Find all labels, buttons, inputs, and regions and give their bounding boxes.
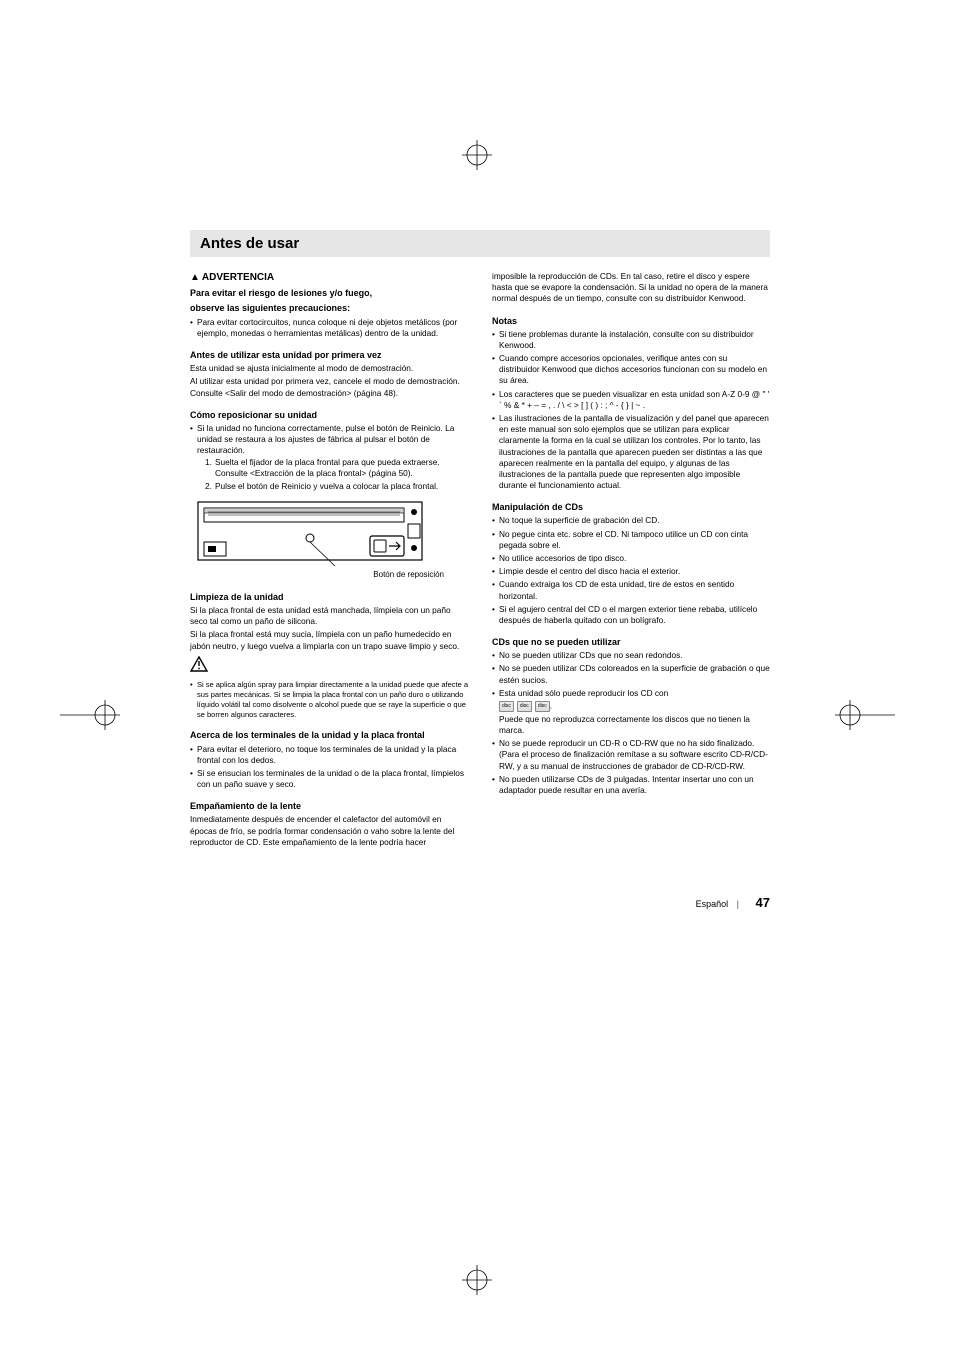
reset-steps: 1.Suelta el fijador de la placa frontal … xyxy=(197,457,468,493)
cleaning-p2: Si la placa frontal está muy sucia, límp… xyxy=(190,629,468,651)
heading-before-use: Antes de utilizar esta unidad por primer… xyxy=(190,349,468,361)
footer-page-number: 47 xyxy=(756,895,770,910)
lens-fog-continuation: imposible la reproducción de CDs. En tal… xyxy=(492,271,770,305)
warning-label: ADVERTENCIA xyxy=(202,272,274,283)
notes-bullets: Si tiene problemas durante la instalació… xyxy=(492,329,770,492)
nocd-b3-intro: Esta unidad sólo puede reproducir los CD… xyxy=(499,688,668,698)
heading-notes: Notas xyxy=(492,315,770,327)
notes-b1: Si tiene problemas durante la instalació… xyxy=(499,329,770,351)
crop-mark-right xyxy=(835,700,895,730)
footer-language: Español xyxy=(696,899,729,909)
caution-triangle-icon xyxy=(190,656,468,679)
nocd-b4: No se puede reproducir un CD-R o CD-RW q… xyxy=(499,738,770,772)
page-content: Antes de usar ▲ADVERTENCIA Para evitar e… xyxy=(190,230,770,850)
diagram-caption: Botón de reposición xyxy=(190,570,468,581)
caution-bullets: Si se aplica algún spray para limpiar di… xyxy=(190,680,468,719)
crop-mark-top xyxy=(462,140,492,170)
compact-disc-logo-icon: disc xyxy=(517,701,532,712)
heading-cd-handling: Manipulación de CDs xyxy=(492,501,770,513)
heading-cleaning: Limpieza de la unidad xyxy=(190,591,468,603)
caution-bullet: Si se aplica algún spray para limpiar di… xyxy=(197,680,468,719)
page-footer: Español | 47 xyxy=(696,895,770,910)
section-title-bar: Antes de usar xyxy=(190,230,770,257)
cd-b5: Cuando extraiga los CD de esta unidad, t… xyxy=(499,579,770,601)
cd-b1: No toque la superficie de grabación del … xyxy=(499,515,770,526)
nocd-b3: Esta unidad sólo puede reproducir los CD… xyxy=(499,688,770,736)
heading-terminals: Acerca de los terminales de la unidad y … xyxy=(190,729,468,741)
crop-mark-left xyxy=(60,700,120,730)
before-use-p2: Al utilizar esta unidad por primera vez,… xyxy=(190,376,468,398)
cd-b6: Si el agujero central del CD o el margen… xyxy=(499,604,770,626)
notes-b4: Las ilustraciones de la pantalla de visu… xyxy=(499,413,770,491)
terminals-b1: Para evitar el deterioro, no toque los t… xyxy=(197,744,468,766)
reset-bullet: Si la unidad no funciona correctamente, … xyxy=(197,423,468,492)
left-column: ▲ADVERTENCIA Para evitar el riesgo de le… xyxy=(190,271,468,850)
heading-unusable-cds: CDs que no se pueden utilizar xyxy=(492,636,770,648)
cd-b3: No utilice accesorios de tipo disco. xyxy=(499,553,770,564)
footer-separator: | xyxy=(737,899,739,909)
nocd-bullets: No se pueden utilizar CDs que no sean re… xyxy=(492,650,770,796)
reset-button-diagram xyxy=(190,498,468,568)
notes-b2: Cuando compre accesorios opcionales, ver… xyxy=(499,353,770,387)
terminals-b2: Si se ensucian los terminales de la unid… xyxy=(197,768,468,790)
warning-heading: ▲ADVERTENCIA xyxy=(190,271,468,285)
warning-bullets: Para evitar cortocircuitos, nunca coloqu… xyxy=(190,317,468,339)
nocd-b1: No se pueden utilizar CDs que no sean re… xyxy=(499,650,770,661)
heading-reset: Cómo reposicionar su unidad xyxy=(190,409,468,421)
reset-step-2: 2.Pulse el botón de Reinicio y vuelva a … xyxy=(215,481,468,492)
two-column-layout: ▲ADVERTENCIA Para evitar el riesgo de le… xyxy=(190,271,770,850)
reset-step-1: 1.Suelta el fijador de la placa frontal … xyxy=(215,457,468,479)
cd-bullets: No toque la superficie de grabación del … xyxy=(492,515,770,626)
warning-bullet: Para evitar cortocircuitos, nunca coloqu… xyxy=(197,317,468,339)
terminals-bullets: Para evitar el deterioro, no toque los t… xyxy=(190,744,468,791)
notes-b3: Los caracteres que se pueden visualizar … xyxy=(499,389,770,411)
warning-subhead-line1: Para evitar el riesgo de lesiones y/o fu… xyxy=(190,287,468,299)
reset-bullets: Si la unidad no funciona correctamente, … xyxy=(190,423,468,492)
nocd-b3-tail: Puede que no reproduzca correctamente lo… xyxy=(499,714,750,735)
nocd-b2: No se pueden utilizar CDs coloreados en … xyxy=(499,663,770,685)
nocd-b5: No pueden utilizarse CDs de 3 pulgadas. … xyxy=(499,774,770,796)
section-title: Antes de usar xyxy=(200,235,760,252)
cleaning-p1: Si la placa frontal de esta unidad está … xyxy=(190,605,468,627)
heading-lens-fog: Empañamiento de la lente xyxy=(190,800,468,812)
right-column: imposible la reproducción de CDs. En tal… xyxy=(492,271,770,850)
cd-b4: Limpie desde el centro del disco hacia e… xyxy=(499,566,770,577)
compact-disc-logo-icon: disc xyxy=(535,701,550,712)
before-use-p1: Esta unidad se ajusta inicialmente al mo… xyxy=(190,363,468,374)
disc-logo-row: disc disc disc xyxy=(499,701,550,712)
cd-b2: No pegue cinta etc. sobre el CD. Ni tamp… xyxy=(499,529,770,551)
warning-subhead-line2: observe las siguientes precauciones: xyxy=(190,302,468,314)
lens-fog-p: Inmediatamente después de encender el ca… xyxy=(190,814,468,848)
crop-mark-bottom xyxy=(462,1265,492,1295)
warning-triangle-icon: ▲ xyxy=(190,272,200,283)
reset-bullet-text: Si la unidad no funciona correctamente, … xyxy=(197,423,454,455)
compact-disc-logo-icon: disc xyxy=(499,701,514,712)
